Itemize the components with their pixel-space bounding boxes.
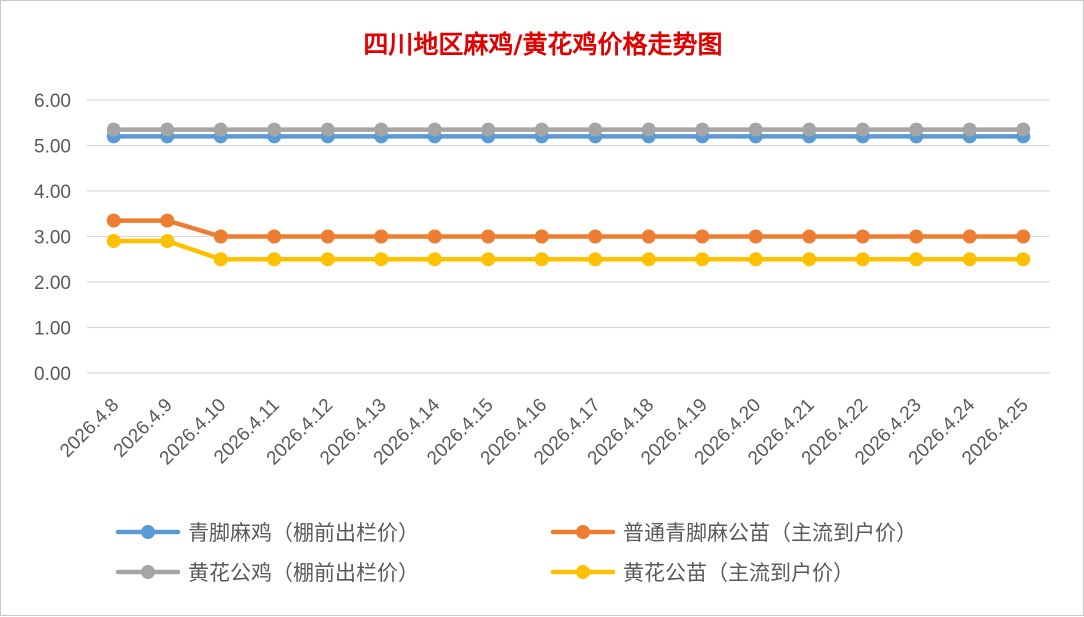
- legend: 青脚麻鸡（棚前出栏价） 普通青脚麻公苗（主流到户价） 黄花公鸡（棚前出栏价） 黄花公苗…: [115, 521, 917, 585]
- legend-label: 普通青脚麻公苗（主流到户价）: [623, 521, 917, 545]
- data-point: [534, 229, 549, 244]
- data-point: [802, 122, 817, 137]
- data-point: [748, 252, 763, 267]
- data-point: [481, 229, 496, 244]
- data-point: [909, 252, 924, 267]
- data-point: [748, 229, 763, 244]
- chart-title: 四川地区麻鸡/黄花鸡价格走势图: [363, 30, 722, 59]
- data-point: [641, 252, 656, 267]
- data-point: [160, 234, 175, 249]
- data-point: [534, 122, 549, 137]
- legend-marker: [141, 565, 155, 579]
- data-point: [160, 213, 175, 228]
- data-point: [695, 252, 710, 267]
- data-point: [267, 229, 282, 244]
- data-point: [695, 122, 710, 137]
- data-point: [534, 252, 549, 267]
- data-point: [267, 122, 282, 137]
- y-tick-label: 5.00: [34, 137, 71, 158]
- series-2: [106, 213, 1031, 244]
- data-point: [213, 252, 228, 267]
- data-point: [213, 229, 228, 244]
- x-axis-ticks: 2026.4.82026.4.92026.4.102026.4.112026.4…: [56, 394, 1033, 469]
- data-point: [106, 234, 121, 249]
- data-point: [855, 229, 870, 244]
- legend-marker: [141, 525, 155, 539]
- data-point: [374, 229, 389, 244]
- data-point: [213, 122, 228, 137]
- data-point: [588, 252, 603, 267]
- data-point: [588, 229, 603, 244]
- legend-item: 黄花公苗（主流到户价）: [550, 561, 854, 585]
- series-4: [106, 234, 1031, 267]
- data-point: [909, 122, 924, 137]
- legend-item: 普通青脚麻公苗（主流到户价）: [550, 521, 917, 545]
- data-point: [802, 252, 817, 267]
- data-point: [320, 122, 335, 137]
- series-line: [111, 238, 1026, 262]
- data-point: [160, 122, 175, 137]
- data-point: [962, 122, 977, 137]
- series-3: [106, 122, 1031, 137]
- series-line: [111, 218, 1026, 239]
- legend-item: 青脚麻鸡（棚前出栏价）: [115, 521, 419, 545]
- data-point: [855, 252, 870, 267]
- legend-label: 黄花公苗（主流到户价）: [623, 561, 854, 585]
- data-point: [481, 122, 496, 137]
- y-tick-label: 6.00: [34, 91, 71, 112]
- legend-label: 青脚麻鸡（棚前出栏价）: [188, 521, 419, 545]
- data-point: [855, 122, 870, 137]
- data-point: [374, 252, 389, 267]
- y-tick-label: 1.00: [34, 319, 71, 340]
- data-point: [695, 229, 710, 244]
- data-point: [909, 229, 924, 244]
- y-axis-ticks: 0.00 1.00 2.00 3.00 4.00 5.00 6.00: [34, 91, 71, 385]
- y-tick-label: 4.00: [34, 182, 71, 203]
- data-point: [267, 252, 282, 267]
- y-tick-label: 3.00: [34, 228, 71, 249]
- data-point: [748, 122, 763, 137]
- series-lines: [106, 122, 1031, 267]
- y-tick-label: 0.00: [34, 364, 71, 385]
- data-point: [802, 229, 817, 244]
- y-tick-label: 2.00: [34, 273, 71, 294]
- data-point: [1016, 229, 1031, 244]
- legend-item: 黄花公鸡（棚前出栏价）: [115, 561, 419, 585]
- legend-label: 黄花公鸡（棚前出栏价）: [188, 561, 419, 585]
- data-point: [427, 229, 442, 244]
- data-point: [1016, 122, 1031, 137]
- data-point: [374, 122, 389, 137]
- data-point: [588, 122, 603, 137]
- data-point: [320, 252, 335, 267]
- data-point: [106, 122, 121, 137]
- data-point: [641, 122, 656, 137]
- data-point: [481, 252, 496, 267]
- data-point: [641, 229, 656, 244]
- data-point: [962, 229, 977, 244]
- legend-marker: [576, 525, 590, 539]
- data-point: [106, 213, 121, 228]
- data-point: [427, 252, 442, 267]
- data-point: [427, 122, 442, 137]
- data-point: [1016, 252, 1031, 267]
- data-point: [962, 252, 977, 267]
- data-point: [320, 229, 335, 244]
- legend-marker: [576, 565, 590, 579]
